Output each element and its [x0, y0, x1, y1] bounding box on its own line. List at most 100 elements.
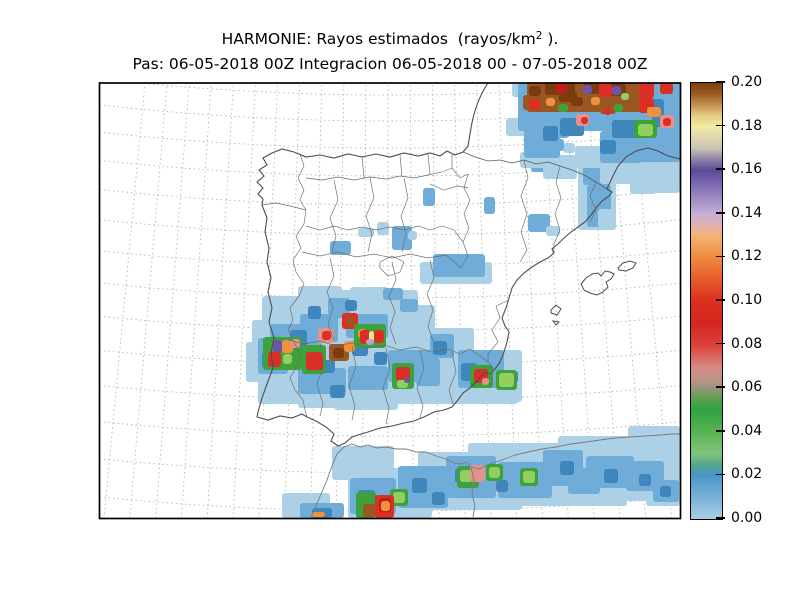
meridian-line — [453, 83, 466, 519]
data-patch — [273, 340, 282, 353]
data-patch — [660, 486, 671, 497]
meridian-line — [258, 83, 279, 519]
data-patch — [604, 108, 611, 115]
meridian-line — [129, 83, 168, 519]
data-patch — [660, 83, 673, 94]
meridian-line — [284, 83, 301, 519]
colorbar-tick — [716, 473, 725, 476]
data-patch — [423, 188, 435, 206]
parallel-line — [99, 385, 681, 401]
data-patch — [381, 501, 390, 511]
data-patch — [543, 126, 558, 141]
data-patch — [432, 492, 445, 505]
data-patch — [322, 331, 331, 340]
colorbar-tick-label: 0.10 — [731, 292, 763, 308]
colorbar-tick — [716, 212, 725, 214]
data-patch — [546, 226, 560, 236]
data-patch — [604, 469, 618, 483]
data-patch — [581, 117, 588, 124]
data-patch — [614, 104, 623, 112]
data-patch — [591, 97, 600, 105]
data-patch — [383, 288, 403, 300]
data-patch — [546, 98, 555, 106]
meridian-line — [431, 83, 440, 519]
coastline-africa — [310, 433, 681, 518]
meridian-line — [309, 83, 323, 519]
data-patch — [556, 83, 567, 94]
data-patch — [558, 104, 568, 112]
data-patch — [282, 340, 293, 353]
data-patch — [639, 83, 654, 98]
data-patch — [416, 358, 440, 386]
data-patch — [529, 99, 540, 110]
colorbar-tick-label: 0.16 — [731, 161, 763, 178]
data-patch — [366, 339, 374, 345]
data-patch — [306, 352, 323, 370]
data-patch — [599, 83, 612, 97]
chart-subtitle: Pas: 06-05-2018 00Z Integracion 06-05-20… — [132, 55, 648, 73]
colorbar-tick-label: 0.14 — [731, 204, 763, 221]
colorbar-tick-label: 0.02 — [731, 466, 763, 483]
parallel-line — [99, 131, 681, 149]
colorbar-tick — [716, 81, 725, 83]
borders-spain-internal — [261, 153, 597, 425]
meridian-line — [232, 83, 256, 519]
colorbar-tick — [716, 299, 725, 301]
data-patch — [499, 373, 514, 387]
data-patch — [400, 299, 418, 312]
data-patch — [291, 339, 300, 348]
data-patch — [482, 378, 489, 385]
data-patch — [346, 317, 355, 326]
data-patch — [639, 474, 651, 486]
data-patch — [328, 298, 350, 318]
border-pyrenees — [462, 151, 608, 190]
data-patch — [523, 471, 535, 483]
data-patch — [647, 107, 661, 117]
data-patch — [560, 461, 574, 475]
colorbar-tick — [716, 124, 725, 127]
meridian-line — [155, 83, 190, 519]
data-patch — [412, 478, 427, 493]
parallel-line — [99, 349, 681, 366]
colorbar-tick — [716, 255, 725, 258]
data-patch — [496, 480, 508, 492]
data-patch — [333, 348, 344, 358]
data-patch — [563, 143, 575, 153]
data-patch — [600, 140, 616, 154]
colorbar-tick-label: 0.00 — [731, 510, 763, 526]
chart-title-superscript: 2 — [535, 30, 543, 42]
meridian-line — [206, 83, 234, 519]
data-patch — [358, 228, 374, 237]
data-patch — [330, 241, 351, 255]
colorbar-tick-label: 0.20 — [731, 74, 763, 90]
colorbar-tick — [716, 168, 725, 170]
data-patch — [344, 341, 355, 352]
map-borders — [256, 83, 681, 518]
chart-title-text: HARMONIE: Rayos estimados (rayos/km — [221, 30, 536, 48]
data-patch — [489, 467, 500, 478]
data-patch — [283, 354, 292, 364]
data-patch — [408, 231, 417, 240]
meridian-line — [409, 83, 415, 519]
data-patch — [334, 394, 398, 410]
colorbar-tick-label: 0.06 — [731, 379, 763, 396]
data-patch — [404, 377, 410, 383]
data-patch — [330, 385, 345, 398]
colorbar-tick — [716, 386, 725, 388]
data-patch — [612, 86, 621, 95]
chart-title-suffix: ). — [542, 30, 559, 48]
colorbar-tick-label: 0.12 — [731, 248, 763, 265]
colorbar-tick-label: 0.04 — [731, 422, 763, 439]
data-patch — [433, 254, 485, 277]
lightning-density-patches — [246, 83, 681, 518]
colorbar-tick-label: 0.08 — [731, 335, 763, 352]
data-patch — [308, 306, 321, 319]
data-patch — [528, 214, 550, 232]
data-patch — [630, 178, 656, 194]
coastline-iberia-france — [256, 83, 681, 447]
data-patch — [363, 504, 376, 517]
islands-balearic — [550, 260, 637, 326]
data-patch — [571, 97, 583, 106]
